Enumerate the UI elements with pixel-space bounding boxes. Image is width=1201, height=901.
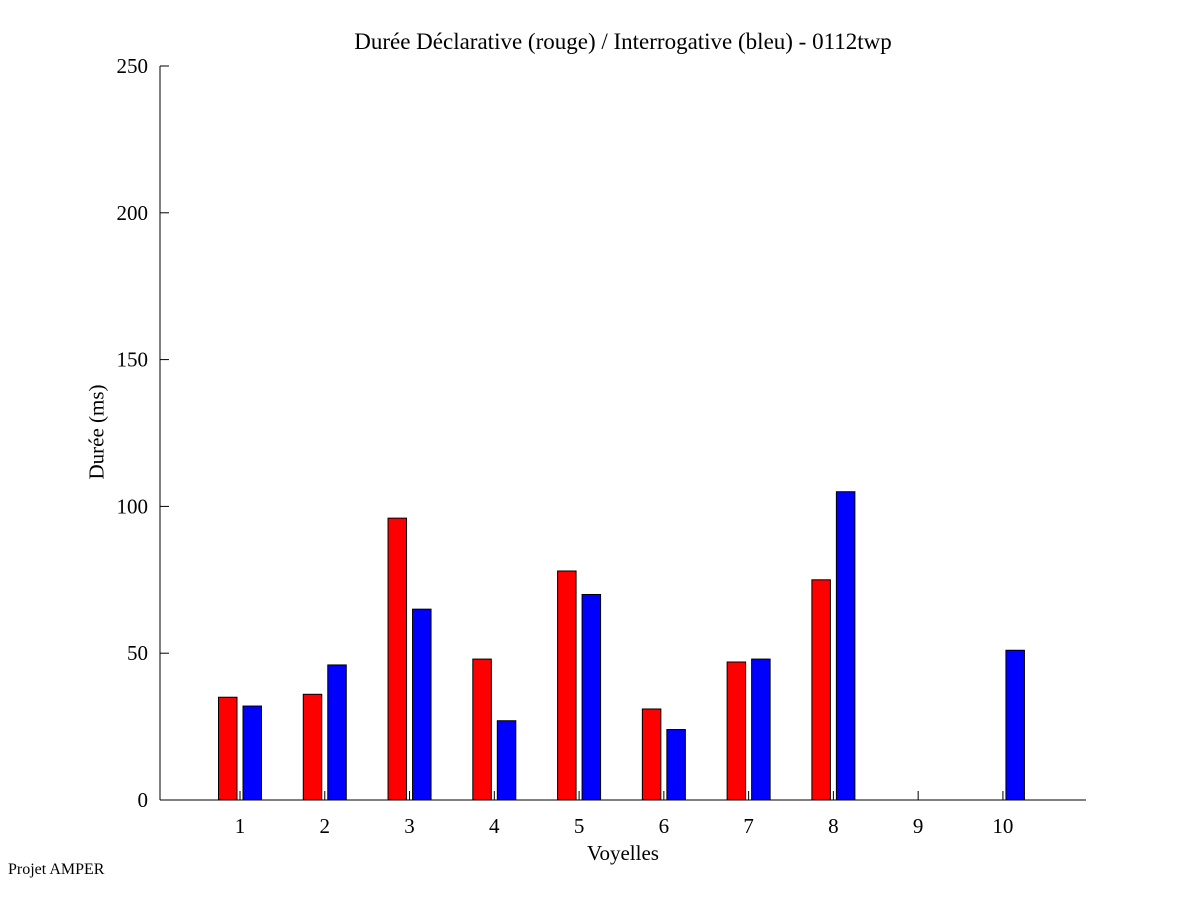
x-axis-label: Voyelles bbox=[587, 841, 659, 865]
bar-interrogative bbox=[412, 608, 432, 801]
bar-declarative bbox=[726, 661, 747, 801]
bar-declarative bbox=[557, 570, 577, 801]
y-tick-label: 50 bbox=[127, 641, 148, 665]
y-tick-label: 0 bbox=[138, 788, 149, 812]
x-tick-label: 9 bbox=[913, 814, 924, 838]
x-tick-label: 7 bbox=[743, 814, 754, 838]
y-tick-label: 250 bbox=[117, 54, 149, 78]
project-note: Projet AMPER bbox=[8, 861, 105, 878]
bar-interrogative bbox=[581, 593, 602, 801]
x-tick-label: 8 bbox=[828, 814, 839, 838]
y-tick-label: 200 bbox=[117, 201, 149, 225]
x-tick-label: 4 bbox=[489, 814, 500, 838]
bar-declarative bbox=[472, 658, 492, 801]
bar-interrogative bbox=[327, 664, 347, 801]
x-tick-label: 5 bbox=[574, 814, 585, 838]
bar-interrogative bbox=[835, 491, 856, 801]
bar-declarative bbox=[641, 708, 662, 801]
x-tick-label: 6 bbox=[659, 814, 670, 838]
x-tick-label: 10 bbox=[992, 814, 1013, 838]
chart-title: Durée Déclarative (rouge) / Interrogativ… bbox=[354, 29, 892, 54]
bar-interrogative bbox=[751, 658, 771, 801]
bar-interrogative bbox=[1005, 649, 1025, 801]
bar-declarative bbox=[387, 517, 408, 801]
x-tick-label: 1 bbox=[235, 814, 246, 838]
bar-interrogative bbox=[496, 720, 517, 801]
bar-declarative bbox=[218, 696, 238, 801]
bar-declarative bbox=[302, 693, 323, 801]
bar-interrogative bbox=[666, 729, 686, 801]
x-tick-label: 2 bbox=[320, 814, 331, 838]
y-tick-label: 150 bbox=[117, 348, 149, 372]
bar-declarative bbox=[811, 579, 831, 801]
x-tick-label: 3 bbox=[404, 814, 415, 838]
bar-interrogative bbox=[242, 705, 262, 801]
y-tick-label: 100 bbox=[117, 494, 149, 518]
